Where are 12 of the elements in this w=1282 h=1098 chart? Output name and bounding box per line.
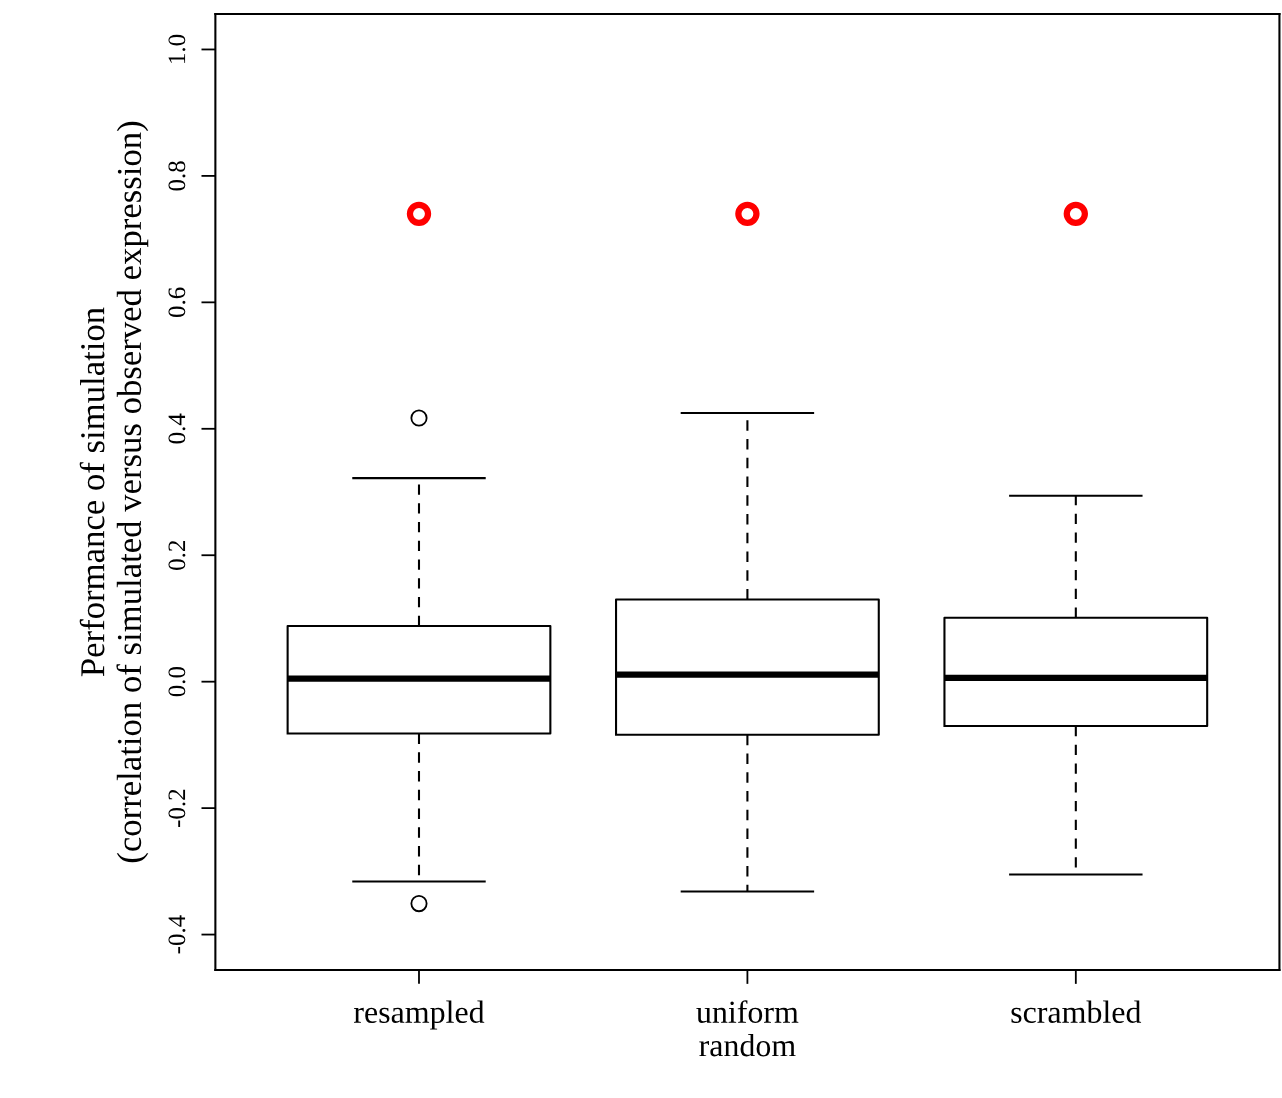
x-tick-label: resampled: [353, 1000, 485, 1030]
x-tick-label: uniform random: [696, 1000, 799, 1057]
y-tick-label: -0.4: [168, 915, 186, 954]
x-tick-label: scrambled: [1011, 1000, 1142, 1024]
y-tick-label: 0.0: [168, 667, 186, 697]
y-tick-label: 0.2: [168, 540, 186, 570]
y-tick-label: -0.2: [168, 789, 186, 827]
y-tick-label: 1.0: [168, 34, 186, 63]
y-tick-label: 0.6: [168, 287, 186, 318]
y-axis-title: Performance of simulation (correlation of simulated versus observed expression): [79, 121, 149, 863]
y-tick-label: 0.8: [168, 161, 186, 191]
y-tick-label: 0.4: [168, 413, 186, 444]
